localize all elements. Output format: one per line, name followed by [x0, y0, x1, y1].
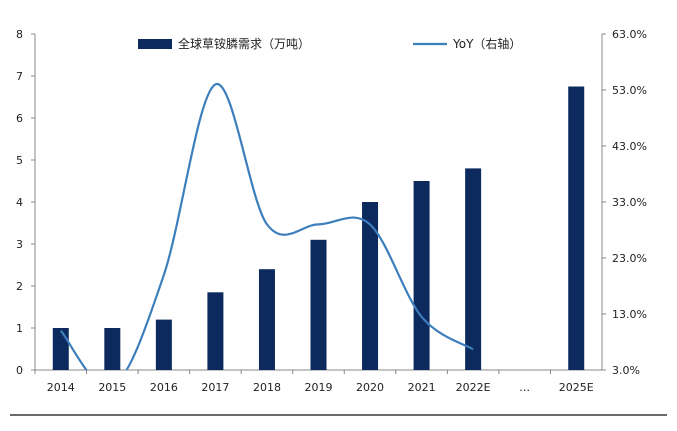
bar [310, 239, 327, 370]
right-tick-label: 63.0% [612, 28, 647, 41]
bar [568, 86, 585, 370]
legend-bar-label: 全球草铵膦需求（万吨） [178, 36, 310, 51]
x-tick-label: 2019 [305, 381, 333, 394]
right-tick-label: 53.0% [612, 84, 647, 97]
left-tick-label: 8 [16, 28, 23, 41]
bar [52, 328, 69, 370]
bar [362, 202, 379, 370]
left-tick-label: 4 [16, 196, 23, 209]
x-tick-label: 2014 [47, 381, 75, 394]
bar [258, 269, 275, 370]
bar [465, 168, 482, 370]
right-tick-label: 23.0% [612, 252, 647, 265]
left-tick-label: 1 [16, 322, 23, 335]
left-tick-label: 6 [16, 112, 23, 125]
yoy-line [59, 83, 474, 370]
right-tick-label: 13.0% [612, 308, 647, 321]
x-tick-label: 2021 [408, 381, 436, 394]
right-tick-label: 33.0% [612, 196, 647, 209]
x-tick-label: … [519, 381, 530, 394]
x-tick-label: 2015 [98, 381, 126, 394]
left-tick-label: 5 [16, 154, 23, 167]
x-tick-label: 2017 [201, 381, 229, 394]
right-tick-label: 43.0% [612, 140, 647, 153]
bar [207, 292, 224, 370]
left-tick-label: 0 [16, 364, 23, 377]
x-tick-label: 2018 [253, 381, 281, 394]
left-tick-label: 7 [16, 70, 23, 83]
x-tick-label: 2025E [559, 381, 594, 394]
right-tick-label: 3.0% [612, 364, 640, 377]
bar [413, 181, 430, 370]
bar [104, 328, 121, 370]
legend-bar-swatch [138, 39, 172, 49]
x-tick-label: 2022E [456, 381, 491, 394]
bar [155, 319, 172, 370]
legend-line-label: YoY（右轴） [452, 36, 521, 51]
x-tick-label: 2016 [150, 381, 178, 394]
left-tick-label: 2 [16, 280, 23, 293]
x-tick-label: 2020 [356, 381, 384, 394]
left-tick-label: 3 [16, 238, 23, 251]
